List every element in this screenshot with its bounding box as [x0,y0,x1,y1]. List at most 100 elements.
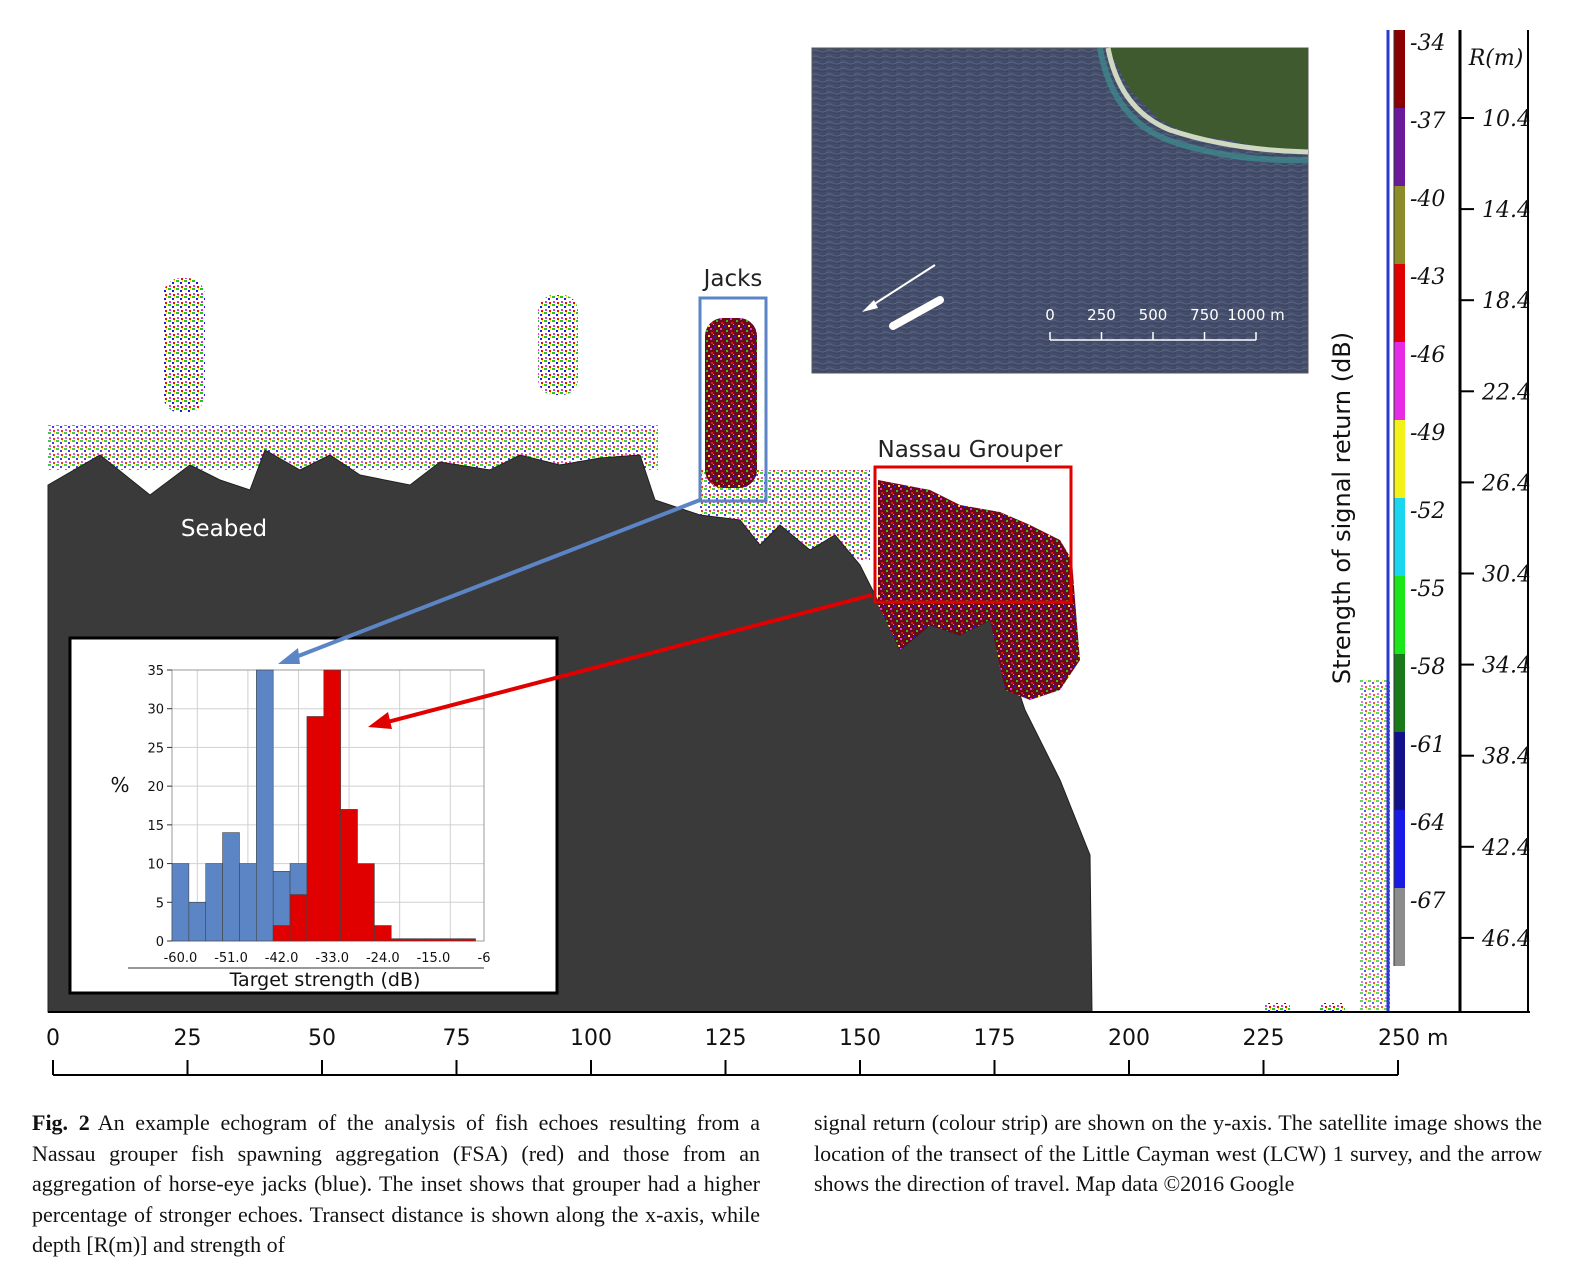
inset-y-tick-label: 5 [156,896,164,911]
colorbar-swatch [1394,30,1405,108]
histogram-bar [256,669,274,942]
histogram-bar [272,925,291,942]
inset-y-tick-label: 0 [156,935,164,950]
inset-x-tick-label: -51.0 [214,951,248,966]
colorbar-swatch [1394,810,1405,888]
colorbar-value: -46 [1410,343,1445,368]
direction-arrow [867,264,936,309]
colorbar-swatch [1394,732,1405,810]
satellite-image: 0 250 500 750 1000 m [811,47,1309,374]
depth-tick-label: 26.4 [1481,471,1531,496]
inset-y-tick-label: 35 [147,664,164,679]
caption-left-text: An example echogram of the analysis of f… [32,1110,760,1257]
colorbar-value: -61 [1410,733,1445,758]
depth-tick-label: 22.4 [1481,380,1531,405]
colorbar-swatch [1394,186,1405,264]
depth-tick-label: 38.4 [1482,745,1531,770]
x-tick-label: 175 [974,1026,1016,1051]
x-tick-label: 75 [443,1026,471,1051]
histogram-bar [424,938,443,942]
echogram-figure: Jacks Nassau Grouper Seabed 0 5 10 15 20 25 30… [46,30,1531,1076]
colorbar-swatch [1394,654,1405,732]
colorbar-swatch [1394,498,1405,576]
colorbar-value: -49 [1410,421,1445,446]
grouper-box [873,465,1073,604]
histogram-bar [323,669,341,942]
x-tick-label: 25 [174,1026,202,1051]
seabed-label: Seabed [181,516,267,542]
figure-caption: Fig. 2 An example echogram of the analysi… [32,1108,1542,1261]
inset-y-tick-label: 25 [147,741,164,756]
colorbar-swatch [1394,342,1405,420]
x-tick-label: 250 m [1378,1026,1448,1051]
histogram-bar [390,938,409,942]
histogram-bar [306,716,325,942]
x-tick-label: 125 [705,1026,747,1051]
colorbar-value: -34 [1410,31,1445,56]
x-tick-label: 150 [839,1026,881,1051]
inset-x-label: Target strength (dB) [229,969,421,991]
colorbar-value: -37 [1410,109,1445,134]
histogram-bar [239,863,257,942]
colorbar: -34 -37 -40 -43 -46 -49 -52 -55 -58 -61 -64 -67 [1393,30,1445,966]
scale-label: 500 [1139,306,1168,324]
colorbar-title: Strength of signal return (dB) [1328,332,1356,684]
jacks-box [698,296,768,503]
colorbar-value: -55 [1410,577,1445,602]
x-tick-label: 225 [1243,1026,1285,1051]
depth-tick-label: 10.4 [1482,107,1531,132]
inset-x-ticks: -60.0 -51.0 -42.0 -33.0 -24.0 -15.0 -6 [128,951,491,969]
scale-label: 0 [1045,306,1055,324]
fish-echo-clouds [48,278,1390,1011]
inset-y-tick-label: 10 [147,858,164,873]
grouper-label: Nassau Grouper [878,437,1063,463]
satellite-scale-bar: 0 250 500 750 1000 m [1045,306,1285,340]
distance-x-axis: 0 25 50 75 100 125 150 175 200 225 250 m [46,1026,1448,1075]
transect-line [889,296,944,330]
colorbar-value: -64 [1410,811,1445,836]
colorbar-value: -52 [1410,499,1445,524]
inset-bars [171,669,476,942]
inset-y-tick-label: 30 [147,703,164,718]
x-tick-label: 50 [308,1026,336,1051]
histogram-bar [188,901,207,942]
depth-tick-label: 46.4 [1481,927,1531,952]
histogram-bar [441,938,460,942]
histogram-bar [407,938,426,942]
depth-tick-label: 34.4 [1482,654,1531,679]
inset-x-tick-label: -60.0 [164,951,198,966]
histogram-bar [357,863,375,942]
x-tick-label: 0 [46,1026,60,1051]
figure-number: Fig. 2 [32,1110,90,1135]
histogram-bar [171,863,190,942]
inset-x-tick-label: -42.0 [265,951,299,966]
caption-right-column: signal return (colour strip) are shown o… [814,1108,1542,1261]
inset-x-tick-label: -24.0 [366,951,400,966]
inset-y-tick-label: 20 [147,780,164,795]
x-tick-label: 200 [1108,1026,1150,1051]
grouper-echoes [878,480,1080,700]
depth-axis: 10.4 14.4 18.4 22.4 26.4 30.4 34.4 38.4 42.4 46.4 [1460,107,1531,952]
inset-x-tick-label: -6 [478,951,491,966]
colorbar-value: -67 [1410,889,1445,914]
colorbar-value: -40 [1410,187,1445,212]
histogram-bar [340,809,358,942]
histogram-bar [374,925,392,942]
histogram-bar [222,832,240,942]
depth-tick-label: 18.4 [1482,289,1531,314]
colorbar-swatch [1394,888,1405,966]
colorbar-value: -43 [1410,265,1445,290]
scale-label: 1000 m [1227,306,1285,324]
colorbar-swatch [1394,576,1405,654]
inset-y-ticks: 0 5 10 15 20 25 30 35 [147,664,172,950]
scale-label: 750 [1190,306,1219,324]
jacks-label: Jacks [702,266,763,292]
jacks-echoes [705,318,757,488]
pointer-arrows [278,498,873,729]
inset-x-tick-label: -15.0 [417,951,451,966]
caption-left-column: Fig. 2 An example echogram of the analysi… [32,1108,760,1261]
inset-y-tick-label: 15 [147,819,164,834]
depth-tick-label: 14.4 [1482,198,1531,223]
scale-label: 250 [1087,306,1116,324]
histogram-bar [289,894,308,942]
